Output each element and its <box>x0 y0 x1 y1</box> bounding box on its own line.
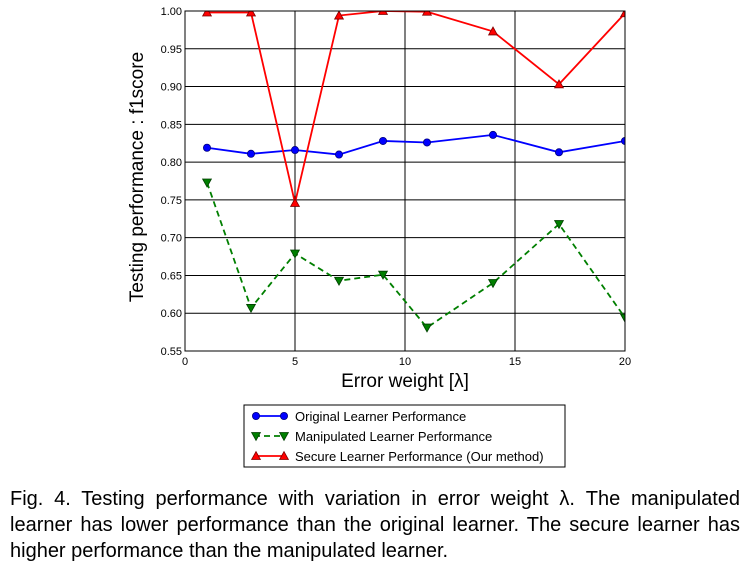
manipulated-point <box>201 178 213 188</box>
legend-marker <box>278 450 290 460</box>
secure-series <box>201 11 625 207</box>
legend-entry-secure: Secure Learner Performance (Our method) <box>250 449 544 464</box>
y-tick-label: 0.85 <box>161 119 182 131</box>
secure-point <box>333 11 345 20</box>
legend-entry-original: Original Learner Performance <box>251 409 466 424</box>
manipulated-point <box>487 279 499 289</box>
manipulated-point <box>245 304 257 314</box>
y-tick-label: 0.90 <box>161 82 182 94</box>
legend-marker <box>251 411 260 420</box>
line-chart: 0 5 10 15 20 0.55 0.60 0.65 0.70 0.75 0.80 0.85 0.90… <box>127 6 632 468</box>
legend-marker <box>279 411 288 420</box>
secure-point <box>289 197 301 207</box>
original-point <box>378 136 387 145</box>
y-tick-label: 0.55 <box>161 346 182 358</box>
secure-point <box>553 79 565 89</box>
manipulated-point <box>619 313 625 323</box>
manipulated-point <box>421 323 433 333</box>
manipulated-point <box>377 270 389 280</box>
legend-marker <box>250 450 262 460</box>
original-series <box>202 130 625 159</box>
original-point <box>246 149 255 158</box>
legend-label: Secure Learner Performance (Our method) <box>295 449 544 464</box>
secure-point <box>619 11 625 18</box>
plot-frame <box>184 10 626 352</box>
original-point <box>555 148 564 157</box>
secure-line <box>207 11 625 204</box>
y-tick-label: 1.00 <box>161 6 182 18</box>
x-tick-label: 20 <box>619 356 631 368</box>
y-axis-title: Testing performance : f1score <box>127 52 148 302</box>
original-point <box>422 138 431 147</box>
manipulated-series <box>201 178 625 333</box>
y-tick-label: 0.75 <box>161 195 182 207</box>
original-point <box>290 146 299 155</box>
y-tick-label: 0.95 <box>161 44 182 56</box>
x-tick-label: 0 <box>182 356 188 368</box>
legend-marker <box>250 432 262 442</box>
x-tick-label: 15 <box>509 356 521 368</box>
manipulated-point <box>289 249 301 259</box>
y-tick-label: 0.70 <box>161 233 182 245</box>
series-layer <box>201 11 625 333</box>
legend-marker <box>278 432 290 442</box>
original-point <box>488 130 497 139</box>
legend-entry-manipulated: Manipulated Learner Performance <box>250 429 492 444</box>
original-point <box>621 136 625 145</box>
legend-label: Manipulated Learner Performance <box>295 429 492 444</box>
manipulated-point <box>553 220 565 230</box>
manipulated-line <box>206 182 625 329</box>
legend-box <box>243 404 566 468</box>
secure-point <box>245 11 257 17</box>
legend-label: Original Learner Performance <box>295 409 466 424</box>
x-tick-label: 10 <box>399 356 411 368</box>
y-tick-label: 0.80 <box>161 157 182 169</box>
figure-caption: Fig. 4. Testing performance with variati… <box>10 488 740 562</box>
x-axis-title: Error weight [λ] <box>341 371 469 392</box>
manipulated-point <box>333 276 345 286</box>
legend: Original Learner Performance Manipulated … <box>243 404 566 468</box>
y-tick-label: 0.65 <box>161 270 182 282</box>
secure-point <box>487 26 499 36</box>
original-point <box>334 150 343 159</box>
x-tick-label: 5 <box>292 356 298 368</box>
tick-labels: 0 5 10 15 20 0.55 0.60 0.65 0.70 0.75 0.80 0.85 0.90… <box>161 6 632 368</box>
secure-point <box>377 11 389 15</box>
y-tick-label: 0.60 <box>161 308 182 320</box>
original-point <box>202 143 211 152</box>
secure-point <box>201 11 213 17</box>
